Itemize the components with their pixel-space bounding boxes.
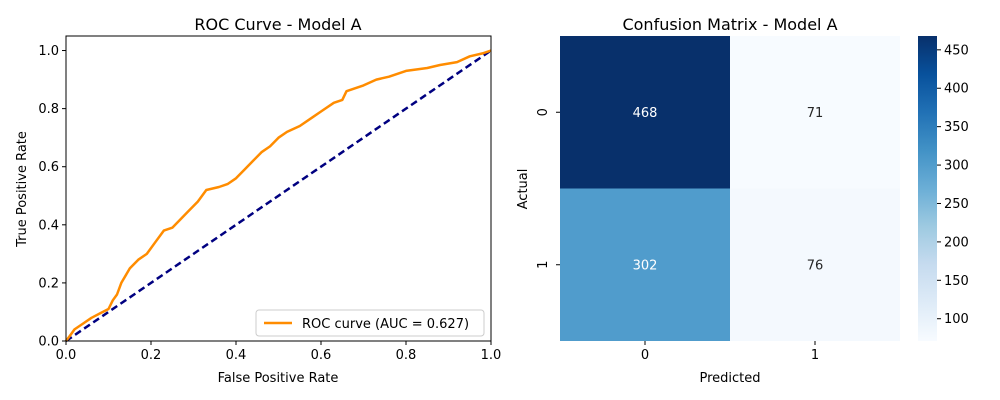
colorbar-tick-label: 450 — [944, 43, 969, 58]
cm-cells: 468 71 302 76 — [560, 36, 900, 341]
colorbar-tick-label: 400 — [944, 82, 969, 97]
roc-x-tick-label: 0.6 — [311, 348, 332, 363]
cm-y-axis-label: Actual — [516, 169, 531, 210]
roc-y-ticks: 0.0 0.2 0.4 0.6 0.8 1.0 — [38, 44, 66, 350]
cm-colorbar: 100 150 200 250 300 350 400 450 — [918, 36, 969, 341]
roc-lines — [64, 49, 492, 343]
roc-x-tick-label: 0.8 — [396, 348, 417, 363]
roc-x-tick-label: 1.0 — [481, 348, 502, 363]
roc-y-tick-label: 0.6 — [38, 160, 59, 175]
cm-x-tick-label: 1 — [811, 348, 819, 363]
roc-x-tick-label: 0.2 — [141, 348, 162, 363]
roc-x-axis-label: False Positive Rate — [218, 371, 339, 386]
colorbar-tick-label: 100 — [944, 312, 969, 327]
cm-cell — [730, 36, 900, 189]
cm-cell-value: 71 — [807, 106, 824, 121]
roc-axes-frame — [65, 35, 492, 342]
roc-y-tick-label: 0.2 — [38, 276, 59, 291]
roc-y-tick-label: 0.4 — [38, 218, 59, 233]
cm-title: Confusion Matrix - Model A — [622, 15, 837, 34]
roc-title: ROC Curve - Model A — [194, 15, 361, 34]
colorbar-tick-label: 150 — [944, 274, 969, 289]
roc-y-tick-label: 0.8 — [38, 102, 59, 117]
cm-y-tick-label: 1 — [536, 261, 551, 269]
cm-cell-value: 468 — [633, 106, 658, 121]
cm-cell-value: 76 — [807, 258, 824, 273]
cm-cell-value: 302 — [633, 258, 658, 273]
roc-y-tick-label: 0.0 — [38, 335, 59, 350]
cm-x-axis-label: Predicted — [699, 371, 760, 386]
cm-cell — [730, 188, 900, 341]
roc-chart: ROC Curve - Model A 0.0 0.2 0.4 0.6 0.8 1.0 0… — [15, 15, 501, 386]
roc-x-ticks: 0.0 0.2 0.4 0.6 0.8 1.0 — [56, 341, 502, 363]
cm-cell — [560, 188, 730, 341]
roc-x-tick-label: 0.0 — [56, 348, 77, 363]
colorbar-ticks: 100 150 200 250 300 350 400 450 — [937, 43, 969, 327]
roc-y-axis-label: True Positive Rate — [15, 131, 30, 248]
legend-box — [255, 309, 485, 337]
colorbar-tick-label: 300 — [944, 159, 969, 174]
roc-curve-line — [64, 49, 492, 342]
legend-label-roc: ROC curve (AUC = 0.627) — [302, 317, 469, 332]
cm-cell — [560, 36, 730, 189]
colorbar-tick-label: 350 — [944, 120, 969, 135]
roc-x-tick-label: 0.4 — [226, 348, 247, 363]
roc-legend: ROC curve (AUC = 0.627) — [255, 309, 485, 337]
chance-diagonal-line — [65, 49, 492, 343]
cm-ticks: 0 1 0 1 — [536, 108, 819, 363]
colorbar-tick-label: 250 — [944, 197, 969, 212]
colorbar-tick-label: 200 — [944, 235, 969, 250]
confusion-matrix: Confusion Matrix - Model A 468 71 302 76 0 1… — [516, 15, 969, 386]
roc-y-tick-label: 1.0 — [38, 44, 59, 59]
colorbar-gradient — [918, 36, 937, 341]
cm-x-tick-label: 0 — [641, 348, 649, 363]
cm-y-tick-label: 0 — [536, 108, 551, 116]
